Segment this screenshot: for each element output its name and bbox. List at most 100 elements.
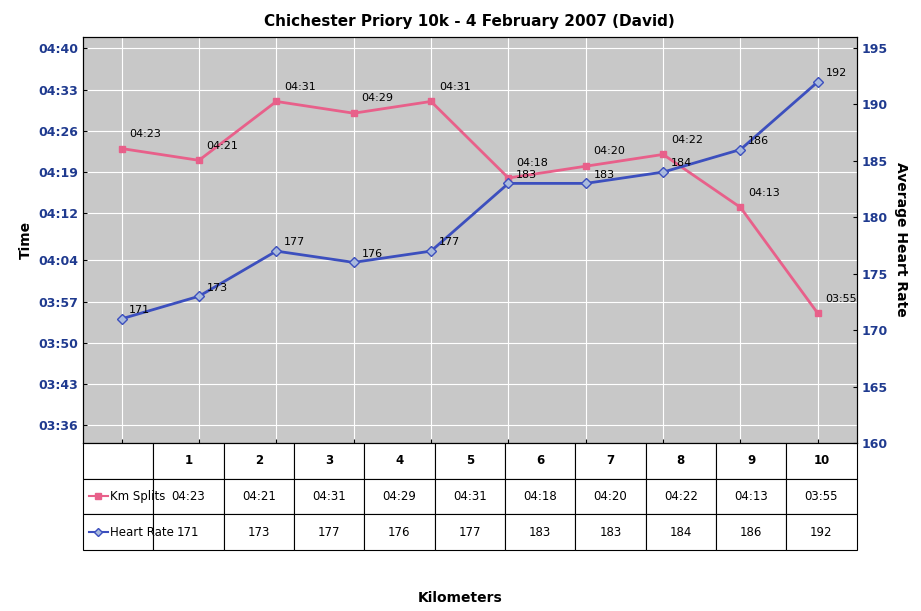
Km Splits	[812, 310, 823, 317]
Text: 03:55: 03:55	[825, 294, 857, 304]
Bar	[787, 443, 857, 478]
Text: 183: 183	[516, 170, 537, 180]
Bar	[364, 514, 435, 550]
Text: 183: 183	[529, 525, 551, 538]
Text: 6: 6	[536, 455, 544, 467]
Heart Rate	[348, 258, 359, 266]
Text: 173: 173	[206, 283, 227, 293]
Bar	[294, 443, 364, 478]
Km Splits	[116, 145, 127, 152]
Text: 9: 9	[747, 455, 755, 467]
Y-axis label: Average Heart Rate: Average Heart Rate	[894, 163, 908, 317]
Text: 04:13: 04:13	[734, 490, 768, 503]
Text: 04:31: 04:31	[312, 490, 346, 503]
Km Splits	[193, 156, 204, 164]
Text: 04:23: 04:23	[171, 490, 205, 503]
Bar	[83, 443, 153, 478]
Bar	[716, 443, 787, 478]
Bar	[224, 443, 294, 478]
Bar	[787, 514, 857, 550]
Text: 177: 177	[459, 525, 481, 538]
Heart Rate	[193, 293, 204, 300]
Text: 10: 10	[813, 455, 830, 467]
Bar	[716, 478, 787, 514]
Text: 7: 7	[606, 455, 614, 467]
Heart Rate	[426, 247, 437, 255]
Bar	[364, 443, 435, 478]
Text: 5: 5	[466, 455, 473, 467]
Text: 04:22: 04:22	[664, 490, 697, 503]
Text: 04:31: 04:31	[453, 490, 486, 503]
Text: 8: 8	[677, 455, 685, 467]
Text: 04:29: 04:29	[361, 93, 393, 103]
Y-axis label: Time: Time	[18, 221, 32, 259]
Heart Rate	[812, 78, 823, 86]
Bar	[83, 478, 153, 514]
Bar	[576, 478, 646, 514]
Km Splits	[580, 163, 591, 170]
Text: 04:31: 04:31	[284, 82, 316, 92]
Heart Rate	[658, 169, 669, 176]
Text: 186: 186	[748, 136, 769, 146]
Bar	[153, 478, 224, 514]
Text: 2: 2	[254, 455, 262, 467]
Bar	[224, 514, 294, 550]
Text: 04:22: 04:22	[670, 134, 703, 145]
Text: 183: 183	[593, 170, 614, 180]
Title: Chichester Priory 10k - 4 February 2007 (David): Chichester Priory 10k - 4 February 2007 …	[264, 13, 675, 29]
Bar	[576, 514, 646, 550]
Bar	[505, 478, 576, 514]
Text: 04:18: 04:18	[523, 490, 557, 503]
Text: 177: 177	[438, 238, 460, 247]
Bar	[294, 478, 364, 514]
Text: 176: 176	[361, 249, 382, 258]
Text: Heart Rate: Heart Rate	[110, 525, 173, 538]
Text: 04:13: 04:13	[748, 188, 780, 197]
Text: 184: 184	[670, 158, 692, 169]
Bar	[646, 478, 716, 514]
Text: 171: 171	[129, 305, 150, 315]
Text: 1: 1	[184, 455, 192, 467]
Text: 192: 192	[810, 525, 833, 538]
Text: 177: 177	[318, 525, 340, 538]
Text: 171: 171	[177, 525, 200, 538]
Text: 177: 177	[284, 238, 305, 247]
Text: Km Splits: Km Splits	[110, 490, 165, 503]
Bar	[646, 514, 716, 550]
Line: Heart Rate: Heart Rate	[118, 78, 822, 322]
Text: 192: 192	[825, 68, 846, 78]
Bar	[294, 514, 364, 550]
Bar	[716, 514, 787, 550]
Text: 04:29: 04:29	[382, 490, 416, 503]
Text: 04:23: 04:23	[129, 129, 161, 139]
Heart Rate	[271, 247, 282, 255]
Text: 184: 184	[670, 525, 692, 538]
Bar	[646, 443, 716, 478]
Bar	[435, 478, 505, 514]
Bar	[153, 443, 224, 478]
Heart Rate	[503, 180, 514, 187]
Heart Rate	[580, 180, 591, 187]
Text: 176: 176	[388, 525, 411, 538]
Km Splits	[735, 203, 746, 211]
Text: 173: 173	[248, 525, 270, 538]
Text: 183: 183	[600, 525, 622, 538]
Text: 04:21: 04:21	[242, 490, 275, 503]
Bar	[505, 514, 576, 550]
Text: 186: 186	[740, 525, 763, 538]
Km Splits	[658, 151, 669, 158]
Text: 04:21: 04:21	[206, 141, 239, 150]
Text: Kilometers: Kilometers	[418, 591, 503, 605]
Text: 04:18: 04:18	[516, 158, 548, 168]
Heart Rate	[116, 315, 127, 323]
Text: 3: 3	[325, 455, 333, 467]
Km Splits	[271, 98, 282, 105]
Heart Rate	[735, 146, 746, 153]
Text: 04:20: 04:20	[593, 147, 625, 156]
Line: Km Splits: Km Splits	[118, 98, 822, 317]
Bar	[364, 478, 435, 514]
Km Splits	[348, 109, 359, 117]
Bar	[435, 443, 505, 478]
Km Splits	[426, 98, 437, 105]
Text: 03:55: 03:55	[805, 490, 838, 503]
